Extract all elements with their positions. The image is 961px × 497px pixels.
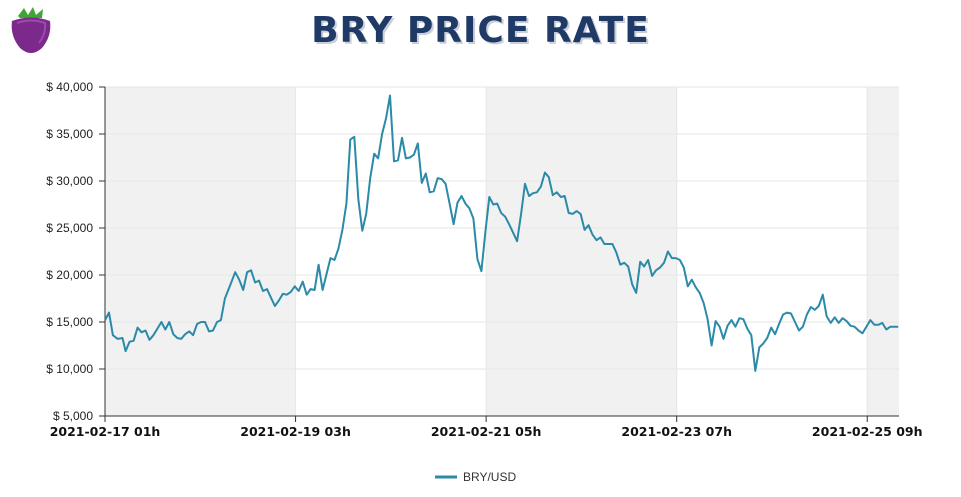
y-tick-label-1: $ 10,000 xyxy=(46,362,93,376)
shaded-bands xyxy=(105,87,899,416)
y-tick-label-5: $ 30,000 xyxy=(46,174,93,188)
shaded-band-0 xyxy=(105,87,296,416)
shaded-band-1 xyxy=(486,87,677,416)
y-axis-ticks: $ 5,000 $ 10,000 $ 15,000 $ 20,000 $ 25,000 $… xyxy=(46,80,105,423)
x-tick-label-1: 2021-02-19 03h xyxy=(240,424,351,439)
y-tick-label-3: $ 20,000 xyxy=(46,268,93,282)
x-tick-label-2: 2021-02-21 05h xyxy=(431,424,542,439)
page-title: BRY PRICE RATE xyxy=(311,10,650,51)
series-layer xyxy=(104,94,899,372)
x-tick-label-4: 2021-02-25 09h xyxy=(812,424,923,439)
y-tick-label-4: $ 25,000 xyxy=(46,221,93,235)
legend-label: BRY/USD xyxy=(463,470,516,484)
y-tick-label-6: $ 35,000 xyxy=(46,127,93,141)
legend: BRY/USD xyxy=(435,470,516,484)
x-tick-label-3: 2021-02-23 07h xyxy=(621,424,732,439)
shaded-band-2 xyxy=(867,87,899,416)
x-axis-ticks: 2021-02-17 01h 2021-02-19 03h 2021-02-21 0… xyxy=(50,416,923,439)
series-line-0 xyxy=(104,94,899,372)
x-tick-label-0: 2021-02-17 01h xyxy=(50,424,161,439)
y-tick-label-0: $ 5,000 xyxy=(53,409,93,423)
y-tick-label-2: $ 15,000 xyxy=(46,315,93,329)
y-tick-label-7: $ 40,000 xyxy=(46,80,93,94)
axes xyxy=(104,87,899,417)
strawberry-icon xyxy=(11,7,51,53)
